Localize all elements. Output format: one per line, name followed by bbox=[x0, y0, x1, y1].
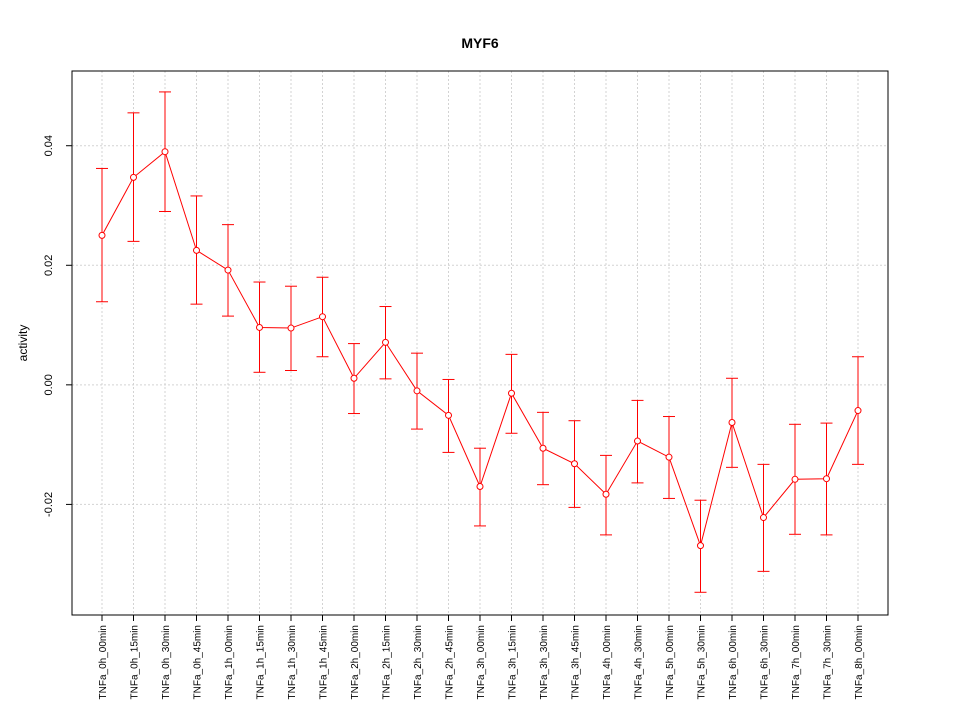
y-tick-label: 0.00 bbox=[43, 374, 55, 395]
data-point bbox=[634, 437, 641, 445]
data-point bbox=[823, 475, 830, 483]
x-tick-label: TNFa_0h_15min bbox=[130, 625, 141, 699]
x-tick-label: TNFa_2h_30min bbox=[413, 625, 424, 699]
x-tick-label: TNFa_6h_30min bbox=[760, 625, 771, 699]
data-point bbox=[665, 453, 673, 461]
x-tick-label: TNFa_0h_45min bbox=[193, 625, 204, 699]
series-layer bbox=[96, 91, 864, 593]
data-point bbox=[130, 173, 137, 181]
x-tick-label: TNFa_4h_30min bbox=[634, 625, 645, 699]
x-tick-label: TNFa_5h_30min bbox=[697, 625, 708, 699]
data-point bbox=[256, 323, 263, 331]
data-point bbox=[791, 475, 799, 483]
data-point bbox=[571, 460, 578, 468]
x-tick-label: TNFa_1h_15min bbox=[256, 625, 267, 699]
data-point bbox=[224, 266, 232, 274]
y-axis-label: activity bbox=[16, 325, 30, 362]
x-tick-label: TNFa_6h_00min bbox=[728, 625, 739, 699]
data-point bbox=[161, 148, 169, 156]
x-tick-label: TNFa_2h_00min bbox=[350, 625, 361, 699]
x-tick-label: TNFa_3h_45min bbox=[571, 625, 582, 699]
x-tick-label: TNFa_8h_00min bbox=[854, 625, 865, 699]
chart-title: MYF6 bbox=[461, 35, 499, 51]
data-point bbox=[98, 231, 106, 239]
grid bbox=[72, 71, 888, 615]
data-point bbox=[760, 514, 767, 522]
data-point bbox=[350, 374, 358, 382]
x-axis: TNFa_0h_00min TNFa_0h_15min TNFa_0h_30min T… bbox=[98, 615, 865, 699]
data-point bbox=[728, 419, 736, 427]
x-tick-label: TNFa_3h_30min bbox=[539, 625, 550, 699]
x-tick-label: TNFa_5h_00min bbox=[665, 625, 676, 699]
x-tick-label: TNFa_4h_00min bbox=[602, 625, 613, 699]
x-tick-label: TNFa_2h_15min bbox=[382, 625, 393, 699]
x-tick-label: TNFa_0h_30min bbox=[161, 625, 172, 699]
data-point bbox=[539, 444, 547, 452]
data-point bbox=[697, 542, 704, 550]
x-tick-label: TNFa_1h_30min bbox=[287, 625, 298, 699]
x-tick-label: TNFa_3h_15min bbox=[508, 625, 519, 699]
data-point bbox=[382, 338, 389, 346]
x-tick-label: TNFa_3h_00min bbox=[476, 625, 487, 699]
x-tick-label: TNFa_7h_00min bbox=[791, 625, 802, 699]
y-tick-label: 0.02 bbox=[43, 255, 55, 276]
data-point bbox=[413, 387, 421, 395]
data-point bbox=[445, 411, 452, 419]
data-point bbox=[287, 324, 295, 332]
y-axis: -0.02 0.00 0.02 0.04 bbox=[43, 135, 72, 517]
y-tick-label: -0.02 bbox=[43, 492, 55, 517]
data-point bbox=[319, 313, 326, 321]
x-tick-label: TNFa_7h_30min bbox=[823, 625, 834, 699]
data-point bbox=[602, 490, 610, 498]
data-point bbox=[476, 482, 484, 490]
x-tick-label: TNFa_1h_00min bbox=[224, 625, 235, 699]
data-point bbox=[854, 407, 862, 415]
data-point bbox=[508, 389, 515, 397]
x-tick-label: TNFa_2h_45min bbox=[445, 625, 456, 699]
data-point bbox=[193, 246, 200, 254]
x-tick-label: TNFa_1h_45min bbox=[319, 625, 330, 699]
y-tick-label: 0.04 bbox=[43, 135, 55, 156]
x-tick-label: TNFa_0h_00min bbox=[98, 625, 109, 699]
